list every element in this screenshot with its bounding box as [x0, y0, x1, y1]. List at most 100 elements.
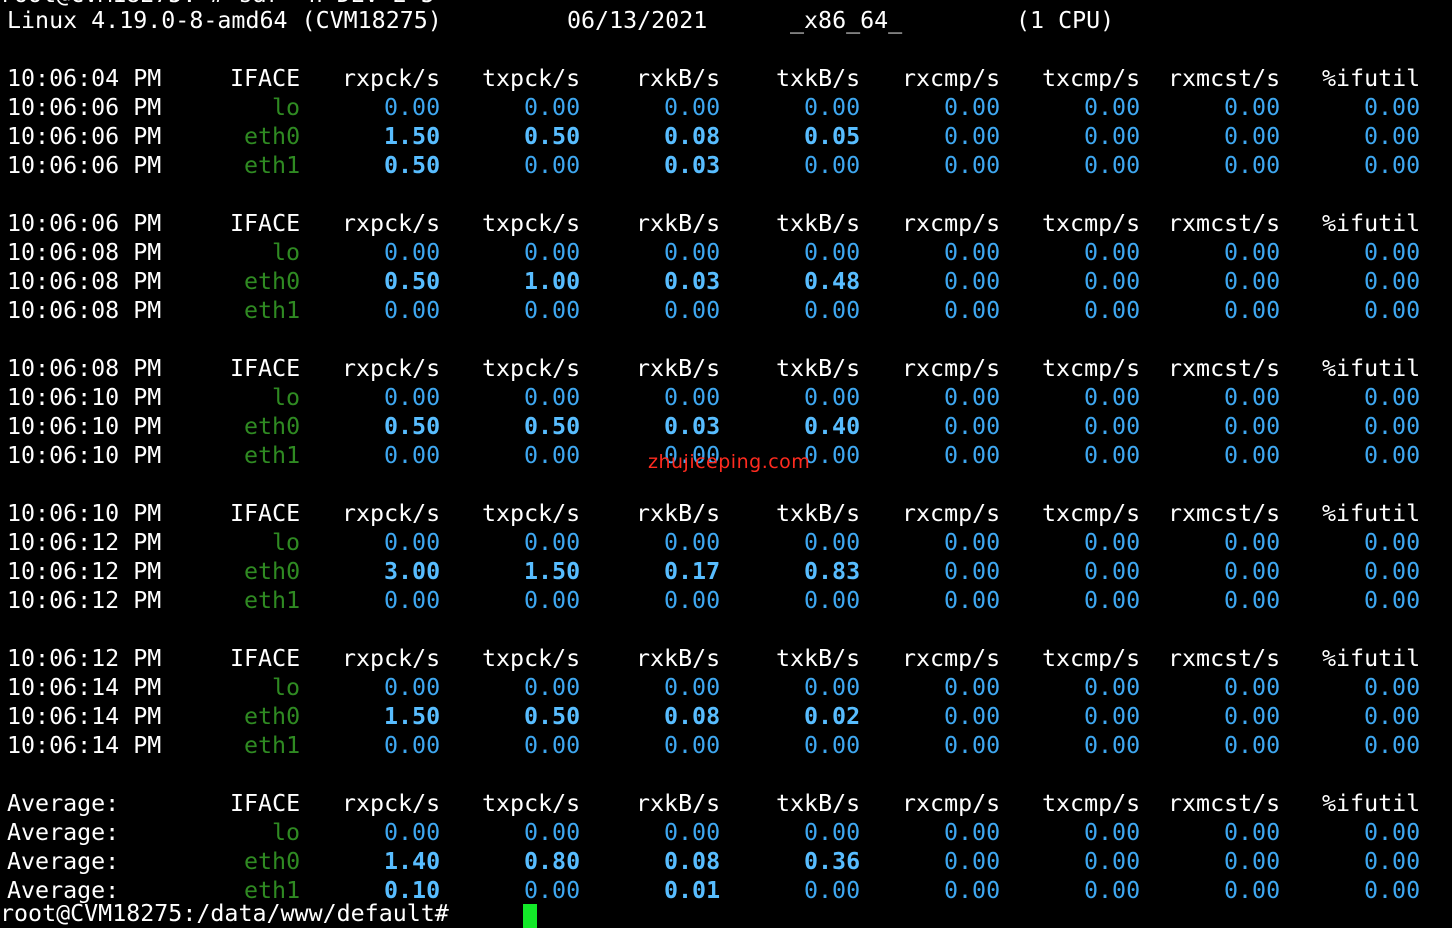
column-header: txcmp/s: [1042, 65, 1141, 92]
metric-value: 0.00: [1364, 674, 1421, 701]
column-header: rxpck/s: [342, 790, 441, 817]
metric-value: 0.00: [664, 94, 721, 121]
metric-value: 0.00: [944, 152, 1001, 179]
metric-value: 0.50: [384, 268, 441, 295]
column-header: rxcmp/s: [902, 355, 1001, 382]
metric-value: 0.00: [804, 732, 861, 759]
metric-value: 0.00: [804, 877, 861, 904]
terminal-cursor[interactable]: [523, 904, 537, 928]
metric-value: 0.00: [384, 674, 441, 701]
column-header: rxpck/s: [342, 645, 441, 672]
metric-value: 1.50: [384, 123, 441, 150]
column-header: txpck/s: [482, 645, 581, 672]
metric-value: 0.00: [664, 587, 721, 614]
metric-value: 0.00: [944, 848, 1001, 875]
partial-command-line: root@CVM18275:~# sar -n DEV 2 5: [0, 0, 435, 9]
shell-prompt: root@CVM18275:/data/www/default#: [0, 900, 463, 927]
metric-value: 1.40: [384, 848, 441, 875]
iface-name: eth0: [244, 413, 301, 440]
metric-value: 0.00: [1364, 384, 1421, 411]
metric-value: 0.80: [524, 848, 581, 875]
metric-value: 0.00: [1084, 819, 1141, 846]
iface-name: eth1: [244, 442, 301, 469]
metric-value: 0.00: [804, 297, 861, 324]
column-header: rxcmp/s: [902, 65, 1001, 92]
table-row: 10:06:14 PM eth0 1.50 0.50 0.08 0.02 0.00 0.00 0…: [0, 702, 1452, 731]
metric-value: 0.00: [384, 94, 441, 121]
column-header: rxcmp/s: [902, 500, 1001, 527]
cpu-info: (1 CPU): [1016, 7, 1115, 34]
column-header: IFACE: [230, 790, 301, 817]
metric-value: 0.01: [664, 877, 721, 904]
column-header: txcmp/s: [1042, 355, 1141, 382]
metric-value: 0.00: [944, 529, 1001, 556]
metric-value: 0.00: [524, 877, 581, 904]
metric-value: 0.00: [944, 587, 1001, 614]
metric-value: 0.00: [1084, 703, 1141, 730]
column-header: rxmcst/s: [1168, 210, 1281, 237]
row-time: 10:06:10 PM: [7, 413, 162, 440]
metric-value: 0.02: [804, 703, 861, 730]
iface-name: eth1: [244, 732, 301, 759]
metric-value: 0.00: [1364, 819, 1421, 846]
column-header: rxkB/s: [636, 65, 721, 92]
metric-value: 0.00: [1224, 297, 1281, 324]
header-time: Average:: [7, 790, 120, 817]
column-header: txkB/s: [776, 65, 861, 92]
column-header: txcmp/s: [1042, 645, 1141, 672]
table-row: 10:06:10 PM eth0 0.50 0.50 0.03 0.40 0.00 0.00 0…: [0, 412, 1452, 441]
metric-value: 0.10: [384, 877, 441, 904]
metric-value: 0.00: [664, 297, 721, 324]
metric-value: 0.08: [664, 123, 721, 150]
column-header: rxkB/s: [636, 790, 721, 817]
metric-value: 0.00: [1084, 239, 1141, 266]
table-row: 10:06:08 PM lo 0.00 0.00 0.00 0.00 0.00 0.00 0.0…: [0, 238, 1452, 267]
column-header: txkB/s: [776, 645, 861, 672]
metric-value: 0.00: [384, 442, 441, 469]
table-row: 10:06:08 PM eth1 0.00 0.00 0.00 0.00 0.00 0.00 0…: [0, 296, 1452, 325]
metric-value: 0.00: [1364, 529, 1421, 556]
metric-value: 0.00: [664, 442, 721, 469]
date-info: 06/13/2021: [567, 7, 708, 34]
metric-value: 0.50: [524, 123, 581, 150]
column-header: txpck/s: [482, 790, 581, 817]
metric-value: 0.08: [664, 848, 721, 875]
metric-value: 0.08: [664, 703, 721, 730]
table-row: 10:06:12 PM eth1 0.00 0.00 0.00 0.00 0.00 0.00 0…: [0, 586, 1452, 615]
column-header: IFACE: [230, 210, 301, 237]
table-row: Average: eth1 0.10 0.00 0.01 0.00 0.00 0.00 0.00…: [0, 876, 1452, 905]
metric-value: 0.00: [944, 239, 1001, 266]
metric-value: 0.00: [1224, 529, 1281, 556]
metric-value: 0.40: [804, 413, 861, 440]
row-time: 10:06:14 PM: [7, 732, 162, 759]
metric-value: 0.03: [664, 152, 721, 179]
metric-value: 0.00: [1224, 442, 1281, 469]
metric-value: 0.00: [664, 819, 721, 846]
metric-value: 0.00: [524, 732, 581, 759]
column-header: rxmcst/s: [1168, 65, 1281, 92]
metric-value: 0.00: [664, 529, 721, 556]
row-time: 10:06:08 PM: [7, 297, 162, 324]
table-row: 10:06:10 PM eth1 0.00 0.00 0.00 0.00 0.00 0.00 0…: [0, 441, 1452, 470]
column-header: IFACE: [230, 645, 301, 672]
metric-value: 0.00: [524, 442, 581, 469]
metric-value: 0.00: [944, 703, 1001, 730]
metric-value: 0.00: [1224, 94, 1281, 121]
row-time: 10:06:10 PM: [7, 442, 162, 469]
row-time: 10:06:14 PM: [7, 703, 162, 730]
header-time: 10:06:08 PM: [7, 355, 162, 382]
iface-name: lo: [272, 94, 301, 121]
block-header-row: 10:06:10 PM IFACE rxpck/s txpck/s rxkB/s txkB…: [0, 499, 1452, 528]
iface-name: eth1: [244, 877, 301, 904]
column-header: txcmp/s: [1042, 790, 1141, 817]
metric-value: 0.00: [944, 877, 1001, 904]
metric-value: 0.00: [384, 529, 441, 556]
metric-value: 0.00: [1084, 413, 1141, 440]
metric-value: 0.00: [1084, 442, 1141, 469]
metric-value: 0.00: [1224, 413, 1281, 440]
table-row: 10:06:06 PM eth1 0.50 0.00 0.03 0.00 0.00 0.00 0…: [0, 151, 1452, 180]
watermark: zhujiceping.com: [648, 451, 811, 473]
block-header-row: 10:06:06 PM IFACE rxpck/s txpck/s rxkB/s txkB…: [0, 209, 1452, 238]
metric-value: 0.00: [1364, 587, 1421, 614]
